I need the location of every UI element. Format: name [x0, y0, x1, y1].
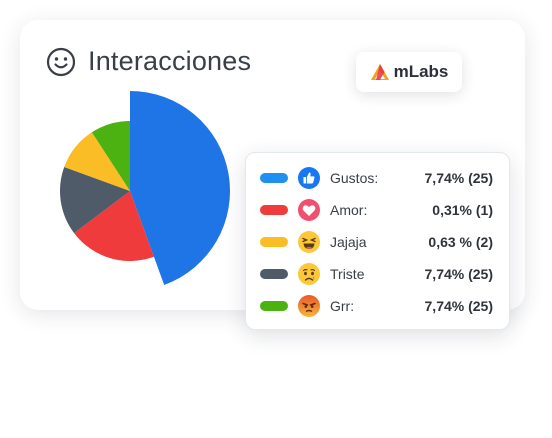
legend-value: 7,74% (25)	[424, 298, 493, 314]
pie-slice-jajaja	[64, 132, 130, 191]
legend-item-amor: Amor: 0,31% (1)	[246, 198, 509, 222]
legend-label: Amor:	[330, 202, 368, 218]
legend-value: 0,63 % (2)	[428, 234, 493, 250]
love-reaction-icon	[298, 199, 320, 221]
legend-item-grr: Grr: 7,74% (25)	[246, 294, 509, 318]
mlabs-logo-icon	[370, 64, 389, 80]
pie-slice-gustos	[130, 91, 231, 285]
legend-swatch	[260, 269, 288, 279]
legend-swatch	[260, 301, 288, 311]
legend-swatch	[260, 173, 288, 183]
legend-swatch	[260, 205, 288, 215]
angry-reaction-icon	[298, 295, 320, 317]
pie-slice-grr	[91, 121, 130, 191]
page-title: Interacciones	[88, 46, 252, 76]
legend-label: Triste	[330, 266, 365, 282]
legend-value: 7,74% (25)	[424, 266, 493, 282]
legend-panel: Gustos: 7,74% (25) Amor: 0,31% (1) Jajaj…	[245, 152, 510, 330]
smiley-face-icon	[46, 47, 76, 77]
legend-swatch	[260, 237, 288, 247]
legend-item-gustos: Gustos: 7,74% (25)	[246, 166, 509, 190]
like-reaction-icon	[298, 167, 320, 189]
legend-label: Grr:	[330, 298, 355, 314]
haha-reaction-icon	[298, 231, 320, 253]
legend-item-triste: Triste 7,74% (25)	[246, 262, 509, 286]
brand-badge: mLabs	[356, 52, 462, 92]
legend-value: 7,74% (25)	[424, 170, 493, 186]
brand-name: mLabs	[393, 62, 449, 81]
legend-value: 0,31% (1)	[432, 202, 493, 218]
pie-slice-amor	[74, 191, 154, 262]
pie-slice-triste	[60, 167, 130, 234]
legend-item-jajaja: Jajaja 0,63 % (2)	[246, 230, 509, 254]
legend-label: Jajaja	[330, 234, 367, 250]
legend-label: Gustos:	[330, 170, 379, 186]
sad-reaction-icon	[298, 263, 320, 285]
